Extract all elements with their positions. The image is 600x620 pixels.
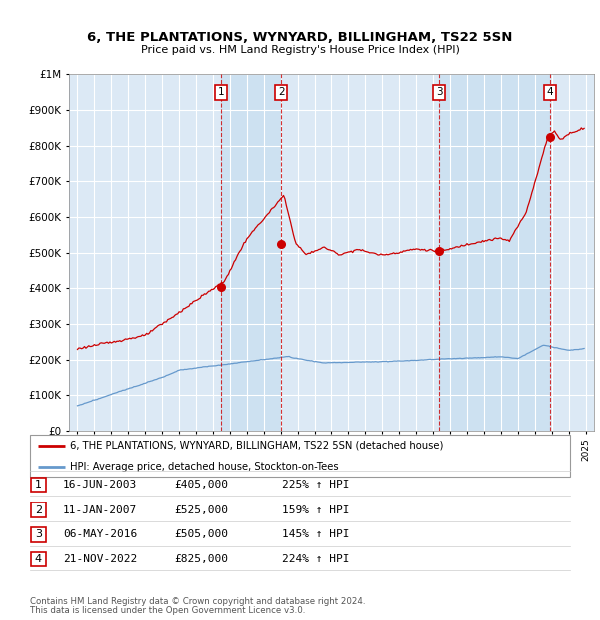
- Text: Contains HM Land Registry data © Crown copyright and database right 2024.: Contains HM Land Registry data © Crown c…: [30, 597, 365, 606]
- Text: £405,000: £405,000: [174, 480, 228, 490]
- Text: 224% ↑ HPI: 224% ↑ HPI: [282, 554, 349, 564]
- FancyBboxPatch shape: [31, 477, 46, 492]
- Text: 145% ↑ HPI: 145% ↑ HPI: [282, 529, 349, 539]
- Text: 11-JAN-2007: 11-JAN-2007: [63, 505, 137, 515]
- Bar: [439, 74, 550, 431]
- Text: 4: 4: [547, 87, 553, 97]
- Text: 225% ↑ HPI: 225% ↑ HPI: [282, 480, 349, 490]
- FancyBboxPatch shape: [31, 502, 46, 517]
- Text: 3: 3: [35, 529, 42, 539]
- Text: £525,000: £525,000: [174, 505, 228, 515]
- Bar: [221, 74, 281, 431]
- FancyBboxPatch shape: [30, 435, 570, 477]
- Text: 1: 1: [35, 480, 42, 490]
- Text: 3: 3: [436, 87, 442, 97]
- Text: 06-MAY-2016: 06-MAY-2016: [63, 529, 137, 539]
- Text: 2: 2: [35, 505, 42, 515]
- FancyBboxPatch shape: [31, 527, 46, 542]
- Text: 4: 4: [35, 554, 42, 564]
- Text: 2: 2: [278, 87, 284, 97]
- Text: £505,000: £505,000: [174, 529, 228, 539]
- Text: HPI: Average price, detached house, Stockton-on-Tees: HPI: Average price, detached house, Stoc…: [71, 462, 339, 472]
- FancyBboxPatch shape: [31, 552, 46, 567]
- Text: 6, THE PLANTATIONS, WYNYARD, BILLINGHAM, TS22 5SN (detached house): 6, THE PLANTATIONS, WYNYARD, BILLINGHAM,…: [71, 441, 444, 451]
- Text: £825,000: £825,000: [174, 554, 228, 564]
- Text: 16-JUN-2003: 16-JUN-2003: [63, 480, 137, 490]
- Text: Price paid vs. HM Land Registry's House Price Index (HPI): Price paid vs. HM Land Registry's House …: [140, 45, 460, 55]
- Text: 159% ↑ HPI: 159% ↑ HPI: [282, 505, 349, 515]
- Text: This data is licensed under the Open Government Licence v3.0.: This data is licensed under the Open Gov…: [30, 606, 305, 614]
- Text: 1: 1: [217, 87, 224, 97]
- Text: 6, THE PLANTATIONS, WYNYARD, BILLINGHAM, TS22 5SN: 6, THE PLANTATIONS, WYNYARD, BILLINGHAM,…: [88, 31, 512, 43]
- Text: 21-NOV-2022: 21-NOV-2022: [63, 554, 137, 564]
